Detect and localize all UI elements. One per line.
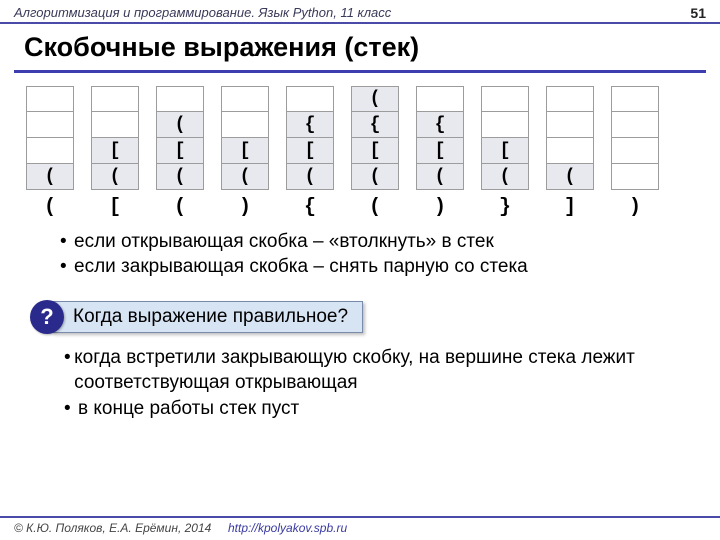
footer-link[interactable]: http://kpolyakov.spb.ru [228,521,347,535]
stack-cell [611,164,659,190]
page-number: 51 [690,5,706,21]
answers-list: • когда встретили закрывающую скобку, на… [64,346,690,424]
stack-cell: ( [546,164,594,190]
stack-column: {[() [416,86,464,219]
stack-cell: ( [351,86,399,112]
stack-cell [481,86,529,112]
answer-text: в конце работы стек пуст [78,397,299,422]
slide: Алгоритмизация и программирование. Язык … [0,0,720,540]
stack-cell: { [351,112,399,138]
stack-cell: ( [351,164,399,190]
stack-cell [481,112,529,138]
stack-column: ({[(( [351,86,399,219]
stack-cell [546,86,594,112]
stack-column: [([ [91,86,139,219]
stack-cell: { [286,112,334,138]
stack-cell: ( [221,164,269,190]
input-char: ( [174,196,186,219]
question-callout: ? Когда выражение правильное? [30,300,363,334]
bullet-icon: • [64,346,74,395]
input-char: ) [629,196,641,219]
stack-cell: ( [286,164,334,190]
stack-cell: ( [416,164,464,190]
answer-text: когда встретили закрывающую скобку, на в… [74,346,690,395]
stack-cell: [ [91,138,139,164]
stack-column: (( [26,86,74,219]
stack-cell [221,86,269,112]
input-char: } [499,196,511,219]
stack-cell [546,138,594,164]
stack-cell: ( [26,164,74,190]
rule-text: если закрывающая скобка – снять парную с… [74,255,528,280]
stack-cell [26,86,74,112]
stack-cell [26,112,74,138]
input-char: ( [44,196,56,219]
course-label: Алгоритмизация и программирование. Язык … [14,5,391,20]
bullet-icon: • [64,397,78,422]
stacks-row: (([([([(([(){[({({[(({[()[(}(]) [26,86,659,219]
stack-cell: ( [156,164,204,190]
stack-cell: ( [156,112,204,138]
input-char: ) [239,196,251,219]
footer: © К.Ю. Поляков, Е.А. Ерёмин, 2014 http:/… [0,516,720,540]
stack-cell [546,112,594,138]
bullet-icon: • [60,230,74,255]
header-underline [0,22,720,24]
rules-list: • если открывающая скобка – «втолкнуть» … [60,230,690,279]
list-item: • в конце работы стек пуст [64,397,690,422]
stack-column: ) [611,86,659,219]
stack-cell: [ [221,138,269,164]
stack-column: {[({ [286,86,334,219]
list-item: • если закрывающая скобка – снять парную… [60,255,690,280]
question-mark-icon: ? [30,300,64,334]
stack-cell [156,86,204,112]
stack-cell [91,112,139,138]
stack-column: (] [546,86,594,219]
stack-cell [416,86,464,112]
stack-cell [91,86,139,112]
stack-cell [221,112,269,138]
list-item: • если открывающая скобка – «втолкнуть» … [60,230,690,255]
header: Алгоритмизация и программирование. Язык … [0,0,720,22]
input-char: ] [564,196,576,219]
stack-cell: { [416,112,464,138]
stack-column: ([(( [156,86,204,219]
stack-column: [(} [481,86,529,219]
copyright: © К.Ю. Поляков, Е.А. Ерёмин, 2014 [14,521,211,535]
page-title: Скобочные выражения (стек) [24,32,696,63]
stack-cell: ( [91,164,139,190]
stack-cell: [ [481,138,529,164]
stack-cell [286,86,334,112]
input-char: { [304,196,316,219]
stack-cell: [ [286,138,334,164]
bullet-icon: • [60,255,74,280]
stack-cell: [ [351,138,399,164]
title-underline [14,70,706,73]
stack-cell [26,138,74,164]
stack-cell [611,138,659,164]
stack-cell: [ [156,138,204,164]
stack-cell: [ [416,138,464,164]
input-char: [ [109,196,121,219]
question-text: Когда выражение правильное? [52,301,363,333]
stack-cell [611,86,659,112]
stack-cell: ( [481,164,529,190]
input-char: ( [369,196,381,219]
input-char: ) [434,196,446,219]
rule-text: если открывающая скобка – «втолкнуть» в … [74,230,494,255]
list-item: • когда встретили закрывающую скобку, на… [64,346,690,395]
stack-column: [() [221,86,269,219]
stack-cell [611,112,659,138]
